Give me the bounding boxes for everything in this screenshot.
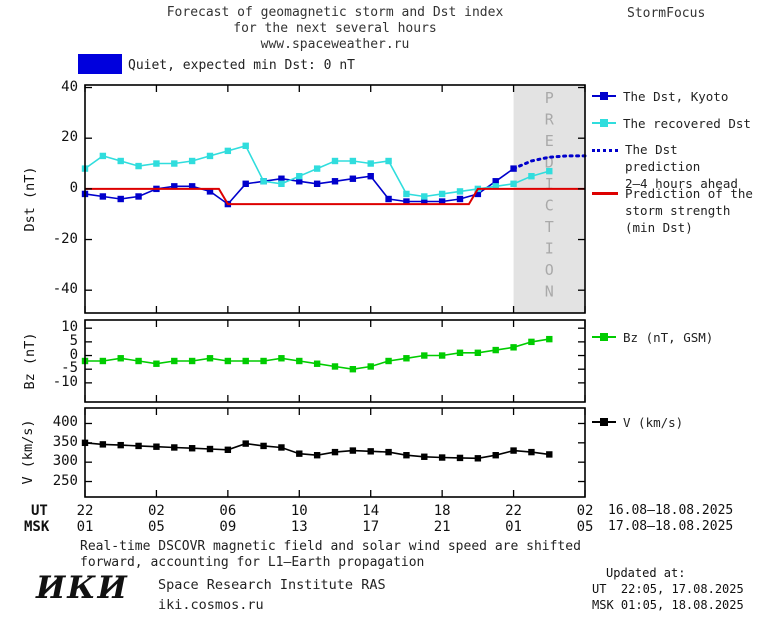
- msk-date-range: 17.08–18.08.2025: [608, 519, 734, 534]
- prediction-watermark-letter: R: [545, 111, 555, 129]
- msk-row-label: MSK: [24, 519, 50, 535]
- updated-msk: MSK 01:05, 18.08.2025: [592, 598, 744, 612]
- storm-level-label: Quiet, expected min Dst: 0 nT: [128, 58, 355, 73]
- dst-kyoto-marker-icon: [592, 92, 616, 101]
- v-axis-label: V (km/s): [20, 419, 36, 485]
- bz-panel: [81, 319, 586, 403]
- series-storm-strength: [85, 187, 585, 206]
- recovered-dst-marker-icon: [592, 119, 616, 128]
- series-dst-prediction: [512, 154, 587, 171]
- prediction-watermark-letter: T: [545, 218, 554, 236]
- v-marker-icon: [592, 418, 616, 427]
- prediction-watermark-letter: I: [545, 175, 554, 193]
- bz-marker-icon: [592, 333, 616, 342]
- bz-axis-label: Bz (nT): [22, 332, 38, 390]
- prediction-region: [513, 85, 585, 313]
- ut-row-label: UT: [31, 503, 48, 519]
- figure-title: Forecast of geomagnetic storm and Dst in…: [85, 5, 585, 53]
- iki-logo: ИКИ: [36, 570, 129, 606]
- legend-bz: Bz (nT, GSM): [592, 329, 713, 346]
- institute-name: Space Research Institute RAS: [158, 577, 386, 593]
- legend-v-label: V (km/s): [623, 415, 684, 430]
- footnote-line-2: forward, accounting for L1–Earth propaga…: [80, 555, 425, 570]
- prediction-watermark-letter: E: [545, 132, 554, 150]
- prediction-watermark-letter: O: [545, 261, 554, 279]
- dst-axis-label: Dst (nT): [22, 166, 38, 232]
- legend-dst-prediction-label: The Dst prediction 2–4 hours ahead: [625, 141, 760, 192]
- institute-site: iki.cosmos.ru: [158, 597, 264, 613]
- prediction-watermark-letter: C: [545, 197, 554, 215]
- legend-storm-strength-line2: storm strength: [625, 203, 731, 218]
- legend-v: V (km/s): [592, 414, 683, 431]
- title-line-2: for the next several hours: [233, 21, 437, 36]
- legend-dst-prediction-line1: The Dst prediction: [625, 142, 701, 174]
- title-line-1: Forecast of geomagnetic storm and Dst in…: [166, 5, 504, 20]
- dst-prediction-marker-icon: [592, 149, 618, 152]
- legend-recovered-dst-label: The recovered Dst: [623, 116, 751, 131]
- legend-dst-kyoto-label: The Dst, Kyoto: [623, 89, 729, 104]
- legend-storm-strength-line1: Prediction of the: [625, 186, 753, 201]
- legend-dst-prediction-line2: 2–4 hours ahead: [625, 176, 738, 191]
- series-v-solar-wind: [81, 439, 553, 462]
- series-dst-kyoto: [81, 165, 517, 208]
- prediction-watermark-letter: P: [545, 89, 554, 107]
- prediction-watermark-letter: N: [545, 283, 554, 301]
- legend-storm-strength: Prediction of the storm strength (min Ds…: [592, 185, 753, 236]
- legend-dst-prediction: The Dst prediction 2–4 hours ahead: [592, 141, 760, 192]
- legend-storm-strength-line3: (min Dst): [625, 220, 693, 235]
- legend-storm-strength-label: Prediction of the storm strength (min Ds…: [625, 185, 753, 236]
- updated-at-label: Updated at:: [606, 566, 686, 580]
- prediction-watermark-letter: D: [545, 154, 554, 172]
- ut-date-range: 16.08–18.08.2025: [608, 503, 734, 518]
- series-recovered-dst: [81, 142, 553, 200]
- series-bz-gsm: [81, 335, 553, 373]
- legend-bz-label: Bz (nT, GSM): [623, 330, 714, 345]
- storm-level-swatch: [78, 54, 122, 74]
- v-panel: [81, 407, 586, 498]
- title-url: www.spaceweather.ru: [260, 37, 410, 52]
- footnote-line-1: Real-time DSCOVR magnetic field and sola…: [80, 539, 581, 554]
- legend-dst-kyoto: The Dst, Kyoto: [592, 88, 728, 105]
- brand-name: StormFocus: [627, 6, 706, 21]
- legend-recovered-dst: The recovered Dst: [592, 115, 751, 132]
- prediction-watermark-letter: I: [545, 240, 554, 258]
- storm-strength-marker-icon: [592, 192, 618, 195]
- updated-ut: UT 22:05, 17.08.2025: [592, 582, 744, 596]
